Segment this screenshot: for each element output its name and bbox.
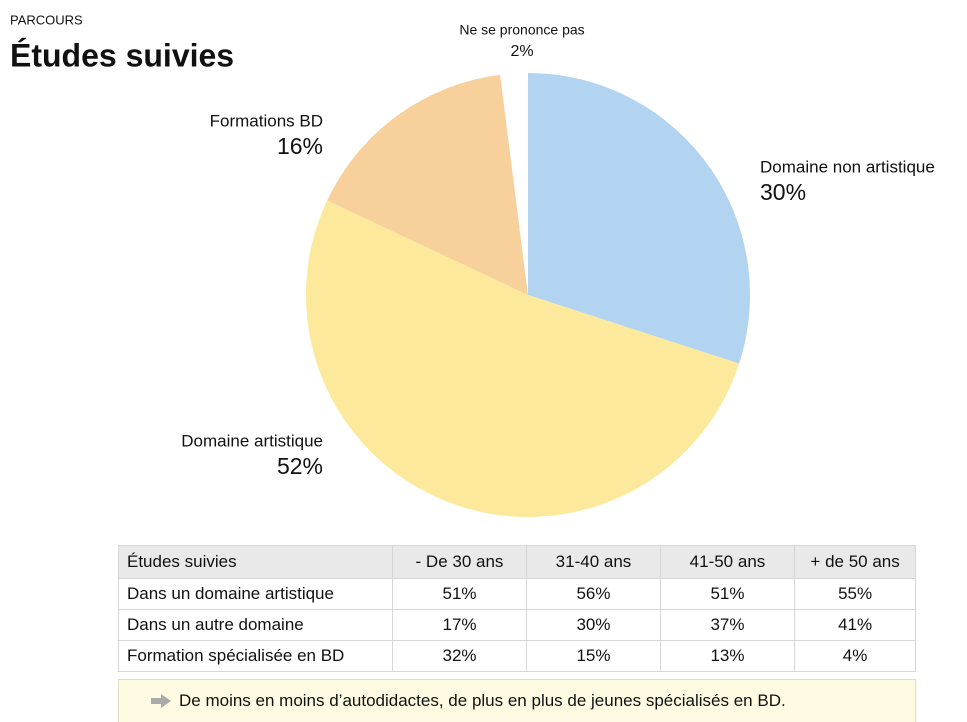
- arrow-icon: [151, 694, 171, 708]
- table-cell: 51%: [391, 578, 528, 610]
- table-cell: 13%: [659, 640, 796, 672]
- table-cell: 55%: [794, 578, 916, 610]
- table-cell: - De 30 ans: [391, 545, 528, 579]
- slice-value-label: 30%: [760, 179, 806, 205]
- table-cell: Dans un domaine artistique: [118, 578, 393, 610]
- chart: PARCOURS Études suivies Domaine non arti…: [10, 12, 935, 517]
- note-text: De moins en moins d’autodidactes, de plu…: [179, 691, 786, 710]
- table-cell: 15%: [526, 640, 661, 672]
- slice-label: Domaine non artistique: [760, 157, 935, 176]
- pie-slice: [327, 74, 528, 295]
- chart-title: Études suivies: [10, 37, 234, 73]
- table-cell: Dans un autre domaine: [118, 609, 393, 641]
- slice-value-label: 16%: [277, 133, 323, 159]
- table-header: Études suivies - De 30 ans 31-40 ans 41-50 …: [118, 545, 916, 579]
- table-cell: 41-50 ans: [659, 545, 796, 579]
- table-cell: 17%: [391, 609, 528, 641]
- table-row: Dans un autre domaine 17% 30% 37% 41%: [118, 609, 916, 641]
- slice-label: Formations BD: [210, 111, 323, 130]
- table-cell: Formation spécialisée en BD: [118, 640, 393, 672]
- table-row: Formation spécialisée en BD 32% 15% 13% 4%: [118, 640, 916, 672]
- table-cell: 31-40 ans: [526, 545, 661, 579]
- data-table: Études suivies - De 30 ans 31-40 ans 41-50 …: [118, 545, 916, 672]
- pie-slice: [500, 73, 528, 295]
- table-cell: + de 50 ans: [794, 545, 916, 579]
- table-row: Dans un domaine artistique 51% 56% 51% 55%: [118, 578, 916, 610]
- table-cell: 32%: [391, 640, 528, 672]
- table-cell: 41%: [794, 609, 916, 641]
- table-cell: 51%: [659, 578, 796, 610]
- table-cell: 37%: [659, 609, 796, 641]
- slice-label: Domaine artistique: [181, 431, 323, 450]
- table-cell: 4%: [794, 640, 916, 672]
- table-cell: 30%: [526, 609, 661, 641]
- table-cell: 56%: [526, 578, 661, 610]
- note-box: De moins en moins d’autodidactes, de plu…: [118, 679, 916, 722]
- slice-value-label: 52%: [277, 453, 323, 479]
- kicker: PARCOURS: [10, 12, 83, 27]
- slice-value-label: 2%: [510, 43, 533, 60]
- slice-label: Ne se prononce pas: [459, 22, 584, 38]
- pie-slice: [528, 73, 750, 364]
- pie-slice: [305, 200, 740, 517]
- table-cell: Études suivies: [118, 545, 393, 579]
